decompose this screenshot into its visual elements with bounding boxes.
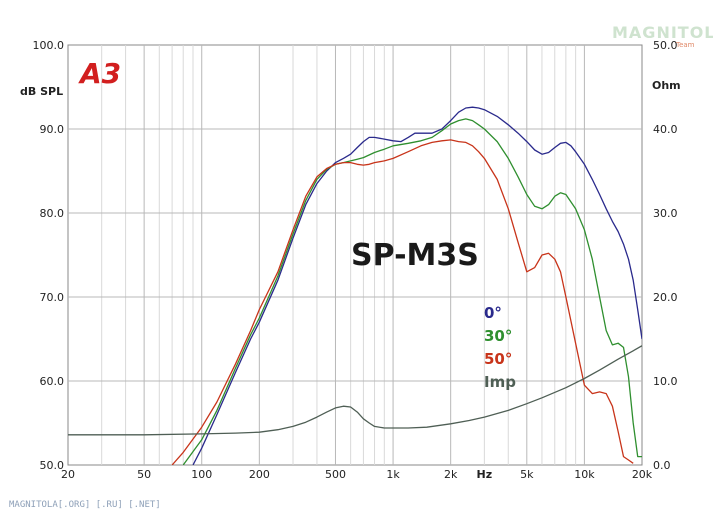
legend-entry: 0° [484,304,502,322]
x-tick-label: Hz [477,468,493,481]
chart-title: SP-M3S [351,238,479,273]
x-tick-label: 10k [574,468,595,481]
chart-series-lines [68,106,642,465]
x-tick-label: 100 [191,468,212,481]
x-tick-label: 200 [249,468,270,481]
magnitola-watermark: MAGNITOLA [612,23,713,42]
y-tick-label: 100.0 [33,39,65,52]
y-axis-title: dB SPL [20,85,63,98]
legend-entry: 30° [484,327,512,345]
magnitola-watermark-sub: Team [675,41,695,49]
a3-logo: A3 [78,57,121,90]
plot-frame [67,44,643,466]
y2-axis-title: Ohm [652,79,681,92]
y-tick-label: 90.0 [40,123,65,136]
legend-entry: Imp [484,373,516,391]
y2-tick-label: 0.0 [653,459,671,472]
x-tick-label: 20k [632,468,653,481]
y-tick-label: 60.0 [40,375,65,388]
y2-tick-label: 30.0 [653,207,678,220]
frequency-response-chart: 20 50 100 200 500 1k 2k Hz 5k 10k 20k 100.0 90.0 80.0… [20,23,713,481]
y2-tick-label: 10.0 [653,375,678,388]
x-tick-label: 20 [61,468,75,481]
chart-legend: 0° 30° 50° Imp [484,304,516,391]
x-tick-label: 1k [386,468,400,481]
y-tick-label: 50.0 [40,459,65,472]
y2-tick-label: 20.0 [653,291,678,304]
footer-watermark: MAGNITOLA[.ORG] [.RU] [.NET] [9,500,161,510]
series-line-30deg [182,118,642,465]
series-line-50deg [171,139,634,465]
series-line-Imp [68,345,642,436]
legend-entry: 50° [484,350,512,368]
x-tick-label: 500 [325,468,346,481]
chart-axis-tick-labels: 20 50 100 200 500 1k 2k Hz 5k 10k 20k 100.0 90.0 80.0… [33,39,678,481]
y2-tick-label: 50.0 [653,39,678,52]
series-line-0deg [192,106,642,465]
x-tick-label: 5k [520,468,534,481]
y-tick-label: 80.0 [40,207,65,220]
x-tick-label: 2k [444,468,458,481]
y-tick-label: 70.0 [40,291,65,304]
chart-grid [67,44,643,466]
x-tick-label: 50 [137,468,151,481]
y2-tick-label: 40.0 [653,123,678,136]
